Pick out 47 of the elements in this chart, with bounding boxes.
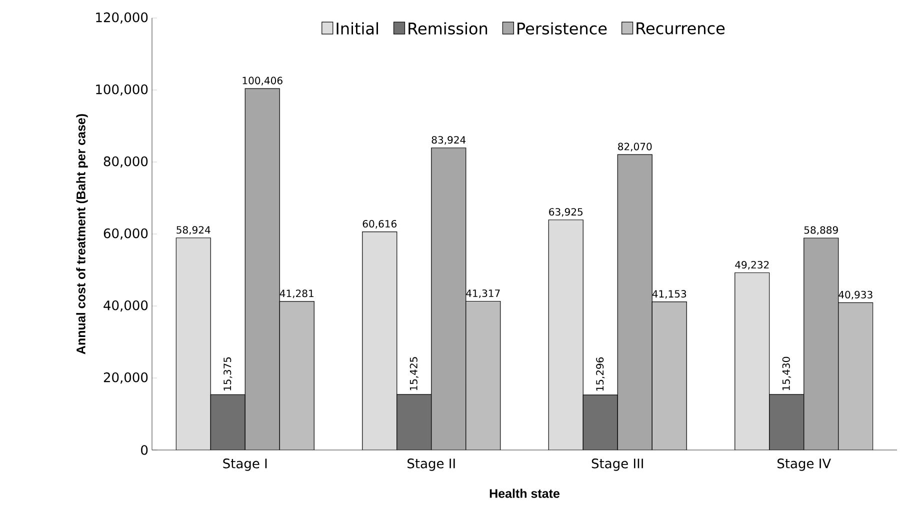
- legend-label: Persistence: [518, 22, 607, 35]
- x-tick-label: Stage I: [223, 458, 267, 471]
- legend-label: Remission: [408, 22, 488, 35]
- data-label: 40,933: [838, 290, 872, 300]
- bar: [280, 301, 314, 450]
- legend-label: Recurrence: [636, 22, 725, 34]
- data-label: 58,889: [804, 226, 838, 235]
- bar: [362, 232, 397, 450]
- bar: [548, 220, 584, 450]
- data-label: 15,375: [224, 357, 232, 390]
- data-label: 100,406: [242, 76, 282, 86]
- bar: [245, 88, 280, 450]
- x-tick-label: Stage II: [408, 458, 455, 471]
- data-label: 60,616: [362, 220, 396, 229]
- bar: [583, 394, 618, 450]
- bar: [652, 302, 687, 450]
- y-tick-label: 40,000: [104, 300, 148, 312]
- bar: [431, 148, 466, 450]
- bar: [210, 394, 246, 450]
- data-label: 49,232: [735, 260, 769, 270]
- y-tick-label: 120,000: [96, 12, 148, 24]
- legend-label: Initial: [336, 22, 378, 35]
- x-tick-label: Stage III: [592, 458, 643, 471]
- data-label: 15,296: [596, 357, 605, 391]
- bar: [804, 238, 839, 450]
- y-tick-label: 60,000: [104, 228, 148, 240]
- data-label: 15,430: [782, 356, 791, 390]
- data-label: 83,924: [432, 136, 466, 145]
- y-tick-label: 0: [141, 445, 148, 455]
- data-label: 58,924: [176, 226, 210, 235]
- y-tick-label: 80,000: [104, 156, 148, 168]
- data-label: 82,070: [618, 142, 652, 152]
- y-tick-label: 20,000: [104, 372, 148, 384]
- bar: [396, 394, 432, 450]
- bar: [618, 154, 652, 450]
- data-label: 15,425: [410, 357, 418, 390]
- x-axis-title: Health state: [490, 488, 560, 498]
- x-tick-label: Stage IV: [778, 458, 831, 471]
- data-label: 41,317: [466, 289, 500, 298]
- y-axis-title: Annual cost of treatment (Baht per case): [76, 114, 88, 354]
- bar: [769, 394, 804, 450]
- bar: [734, 272, 770, 450]
- y-tick-label: 100,000: [96, 84, 148, 96]
- bar: [176, 238, 211, 450]
- data-label: 63,925: [549, 208, 582, 217]
- bar: [838, 302, 874, 450]
- bar: [466, 301, 500, 450]
